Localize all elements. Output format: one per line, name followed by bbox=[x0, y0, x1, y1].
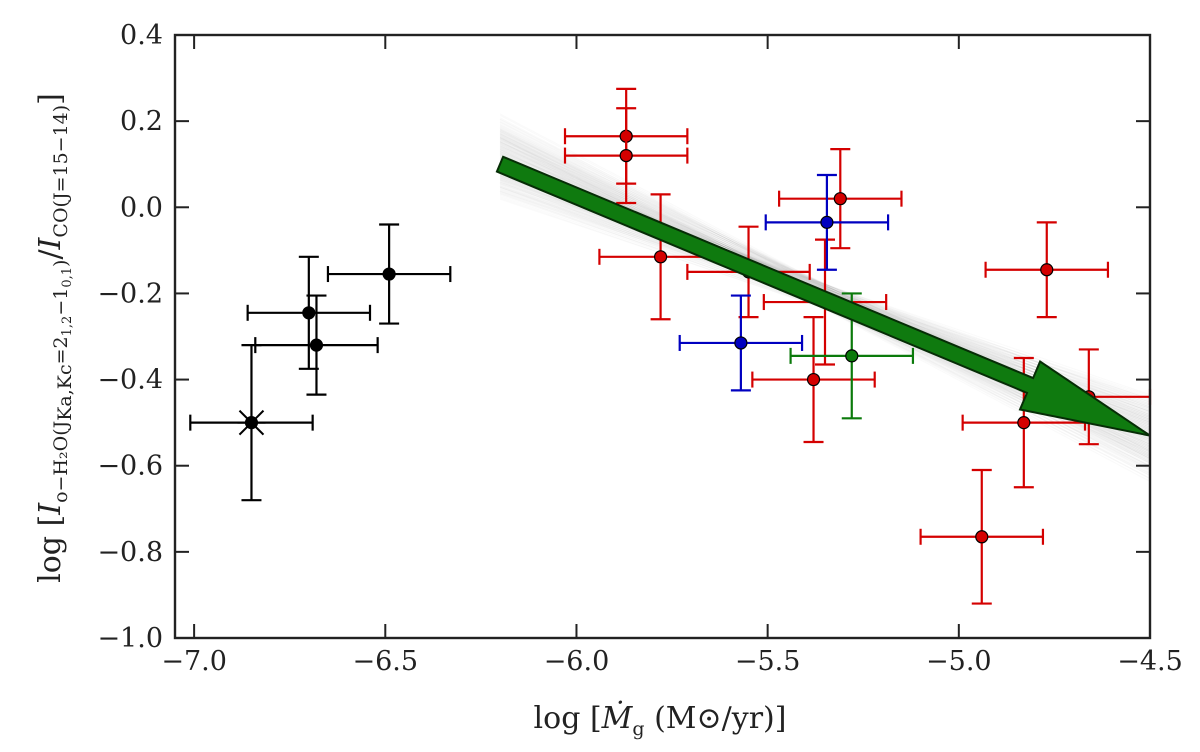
y-tick-label: 0.4 bbox=[120, 20, 163, 51]
point-marker bbox=[619, 149, 633, 163]
data-point-red bbox=[563, 107, 689, 205]
trend-arrow bbox=[495, 155, 1151, 437]
data-point-blue bbox=[764, 173, 890, 271]
data-point-red bbox=[778, 148, 903, 250]
y-tick-label: −0.8 bbox=[97, 537, 163, 568]
y-tick-label: −0.4 bbox=[97, 365, 163, 396]
point-marker bbox=[833, 192, 847, 206]
point-marker bbox=[845, 349, 859, 363]
x-tick-label: −6.5 bbox=[353, 646, 419, 677]
point-marker bbox=[302, 306, 316, 320]
point-marker bbox=[806, 372, 821, 387]
point-marker bbox=[382, 267, 396, 281]
y-tick-label: 0.0 bbox=[120, 192, 163, 223]
point-marker bbox=[820, 215, 834, 229]
trend-arrow-shape bbox=[495, 155, 1151, 437]
data-point-black bbox=[254, 294, 379, 396]
y-tick-label: 0.2 bbox=[120, 106, 163, 137]
x-tick-label: −5.0 bbox=[926, 646, 992, 677]
data-point-black bbox=[189, 344, 314, 502]
y-tick-label: −0.6 bbox=[97, 451, 163, 482]
point-marker bbox=[1040, 263, 1054, 277]
point-marker bbox=[309, 338, 324, 352]
point-marker bbox=[653, 250, 668, 264]
data-points bbox=[189, 87, 1152, 605]
x-tick-label: −7.0 bbox=[161, 646, 227, 677]
point-marker bbox=[734, 336, 748, 350]
y-tick-label: −1.0 bbox=[97, 623, 163, 654]
x-axis-label: log [Ṁg (M⊙/yr)] bbox=[534, 700, 787, 740]
y-tick-label: −0.2 bbox=[97, 278, 163, 309]
data-point-blue bbox=[678, 294, 804, 392]
point-marker bbox=[244, 416, 259, 430]
plot-frame bbox=[173, 33, 1152, 640]
axis-ticks: −7.0 −6.5 −6.0 −5.5 −5.0 −4.5 0.4 0.2 0.0 −0.2 −0.… bbox=[97, 20, 1182, 677]
data-point-red bbox=[919, 468, 1045, 605]
point-marker bbox=[975, 530, 989, 544]
data-point-red bbox=[984, 221, 1110, 319]
data-point-black bbox=[326, 223, 452, 325]
x-tick-label: −4.5 bbox=[1117, 646, 1183, 677]
data-point-red bbox=[751, 316, 876, 444]
point-marker bbox=[1017, 416, 1031, 430]
x-tick-label: −6.0 bbox=[544, 646, 610, 677]
x-tick-label: −5.5 bbox=[735, 646, 801, 677]
y-axis-label: log [Io−H₂O(JKa,Kc=21,2−10,1)/ICO(J=15−1… bbox=[33, 93, 76, 583]
